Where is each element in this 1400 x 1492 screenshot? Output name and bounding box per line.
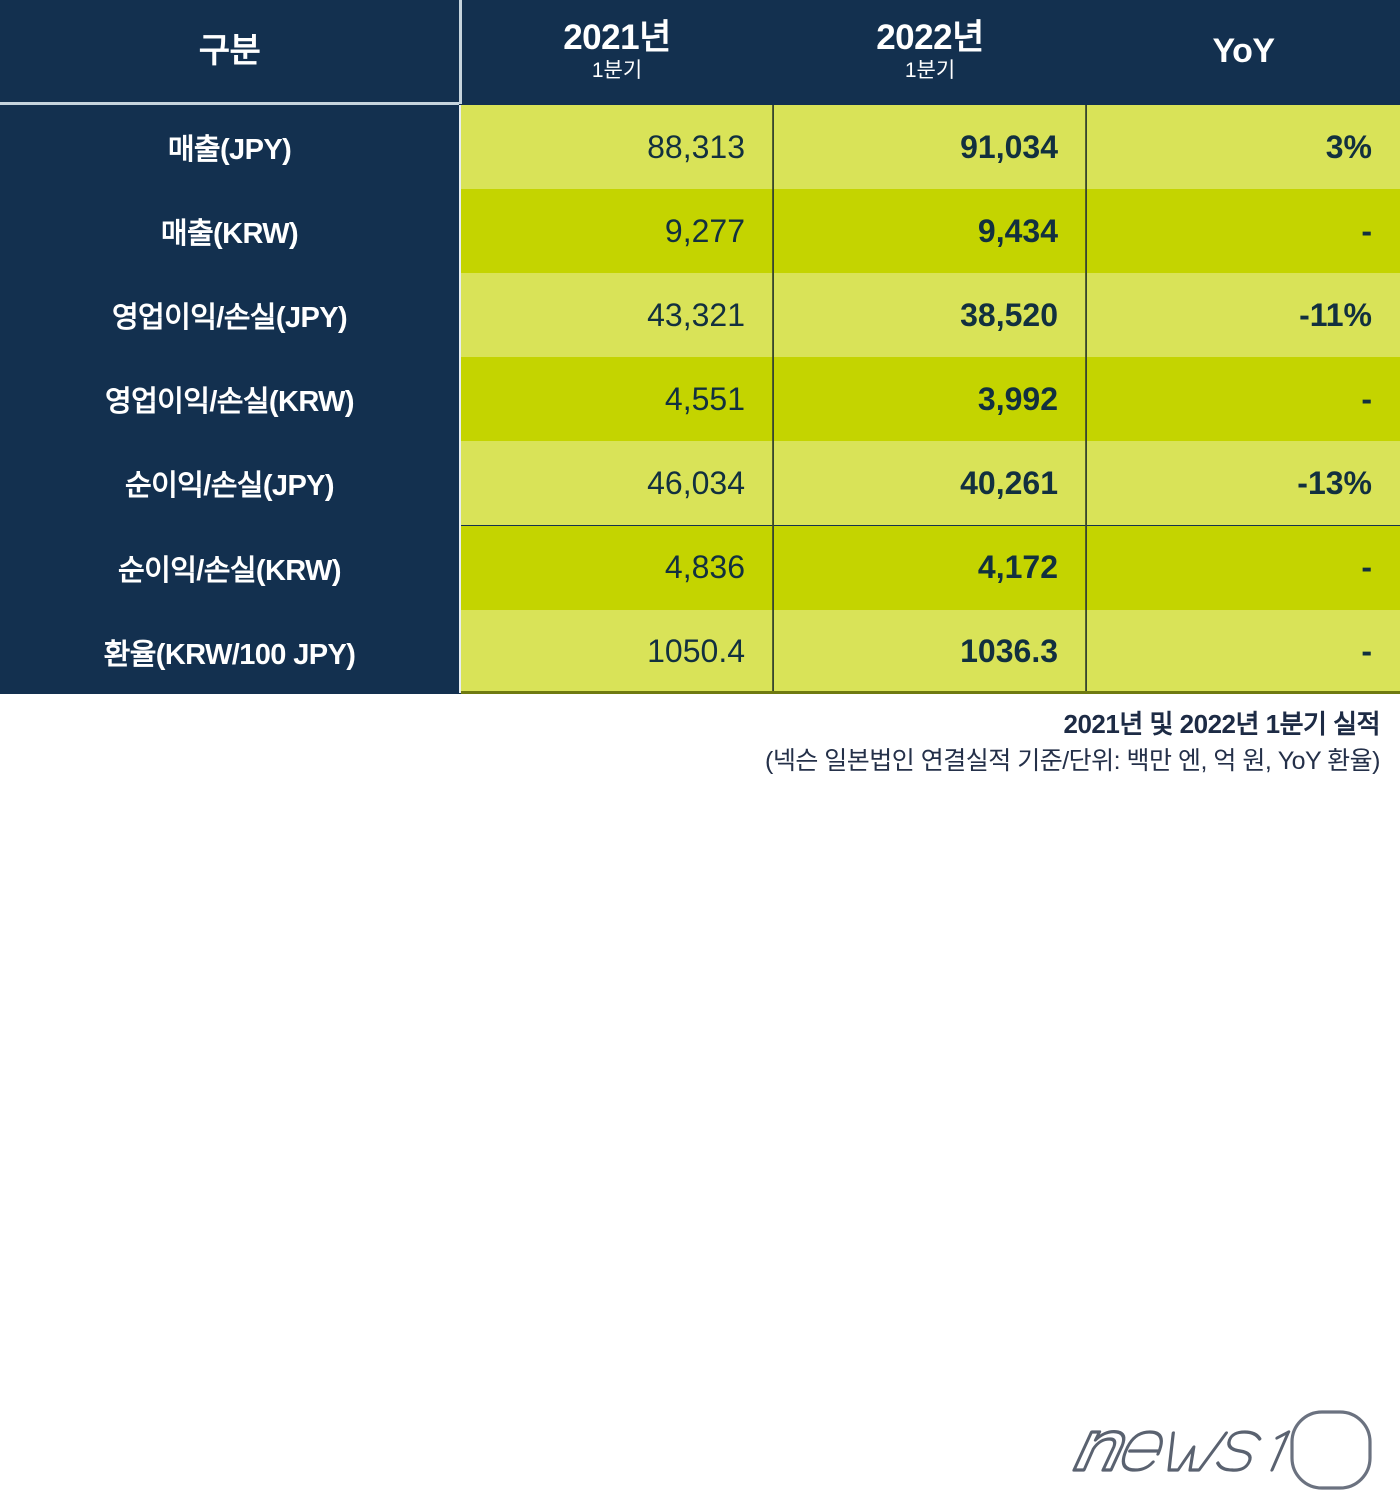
header-2021-quarter: 1분기 [591,58,643,82]
row-label: 순이익/손실(KRW) [0,525,459,610]
cell-2022: 1036.3 [774,609,1086,694]
column-separator-2021-2022 [772,105,774,693]
cell-2022: 91,034 [774,105,1086,190]
cell-yoy: - [1087,189,1400,274]
cell-2021: 9,277 [461,189,773,274]
cell-2021: 4,836 [461,525,773,610]
caption-note: (넥슨 일본법인 연결실적 기준/단위: 백만 엔, 억 원, YoY 환율) [765,747,1380,775]
table-row: 영업이익/손실(KRW) 4,551 3,992 - [0,357,1400,442]
row-label: 영업이익/손실(JPY) [0,273,459,358]
cell-yoy: - [1087,609,1400,694]
header-cell-2022: 2022년 1분기 [774,0,1086,104]
results-table: 구분 2021년 1분기 2022년 1분기 YoY 매출(JPY) 88,31… [0,0,1400,694]
cell-yoy: -11% [1087,273,1400,358]
header-cell-2021: 2021년 1분기 [461,0,773,104]
row-label: 매출(JPY) [0,105,459,190]
header-2021-year: 2021년 [563,18,671,57]
table-row: 매출(JPY) 88,313 91,034 3% [0,105,1400,190]
table-bottom-border [461,691,1400,694]
row-label: 순이익/손실(JPY) [0,441,459,526]
news1-watermark-icon [1052,1406,1382,1492]
cell-2021: 46,034 [461,441,773,526]
header-2022-quarter: 1분기 [904,58,956,82]
label-column-gutter [459,105,461,693]
cell-2022: 9,434 [774,189,1086,274]
cell-2022: 38,520 [774,273,1086,358]
cell-yoy: 3% [1087,105,1400,190]
cell-yoy: - [1087,525,1400,610]
table-row: 영업이익/손실(JPY) 43,321 38,520 -11% [0,273,1400,358]
header-label-text: 구분 [198,32,261,71]
table-row: 매출(KRW) 9,277 9,434 - [0,189,1400,274]
cell-2021: 43,321 [461,273,773,358]
cell-2021: 1050.4 [461,609,773,694]
header-divider-label [459,0,462,104]
header-2022-year: 2022년 [876,18,984,57]
header-bottom-rule [0,102,459,105]
row-label: 영업이익/손실(KRW) [0,357,459,442]
table-body: 매출(JPY) 88,313 91,034 3% 매출(KRW) 9,277 9… [0,105,1400,694]
cell-2022: 3,992 [774,357,1086,442]
cell-2021: 88,313 [461,105,773,190]
header-cell-label: 구분 [0,0,459,104]
row-label: 환율(KRW/100 JPY) [0,609,459,694]
caption-title: 2021년 및 2022년 1분기 실적 [1063,709,1381,739]
table-row: 순이익/손실(KRW) 4,836 4,172 - [0,525,1400,610]
header-cell-yoy: YoY [1087,0,1400,104]
cell-yoy: - [1087,357,1400,442]
cell-2022: 40,261 [774,441,1086,526]
table-row: 환율(KRW/100 JPY) 1050.4 1036.3 - [0,609,1400,694]
row-label: 매출(KRW) [0,189,459,274]
table-header-row: 구분 2021년 1분기 2022년 1분기 YoY [0,0,1400,105]
header-yoy-text: YoY [1212,32,1275,71]
cell-2022: 4,172 [774,525,1086,610]
table-row: 순이익/손실(JPY) 46,034 40,261 -13% [0,441,1400,526]
cell-2021: 4,551 [461,357,773,442]
figure-caption: 2021년 및 2022년 1분기 실적 (넥슨 일본법인 연결실적 기준/단위… [0,694,1400,1490]
column-separator-2022-yoy [1085,105,1087,693]
cell-yoy: -13% [1087,441,1400,526]
